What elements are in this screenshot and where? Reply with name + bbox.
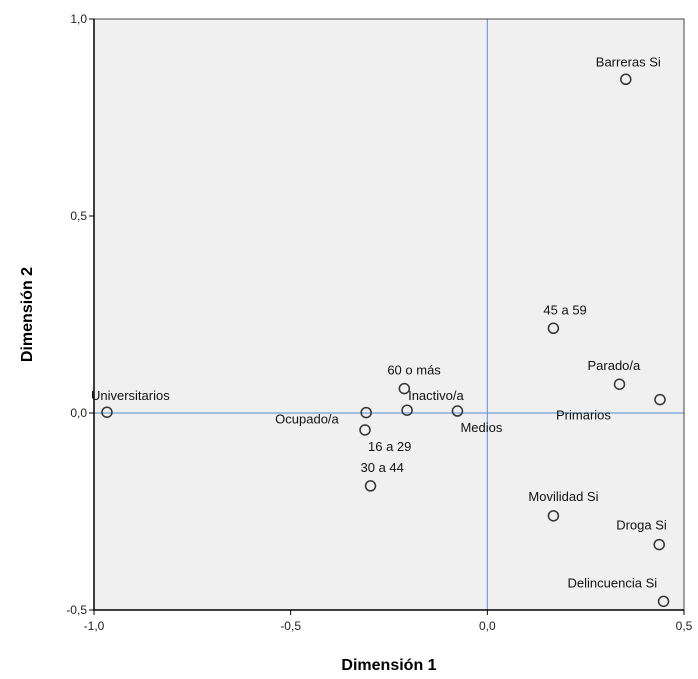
data-point-label: 45 a 59 bbox=[543, 302, 586, 317]
data-point-label: Primarios bbox=[556, 408, 611, 423]
data-point bbox=[620, 73, 632, 86]
y-tick-label: -0,5 bbox=[66, 603, 87, 617]
data-point-label: Medios bbox=[460, 420, 502, 435]
y-tick-label: 0,0 bbox=[70, 406, 87, 420]
data-point bbox=[451, 405, 464, 417]
data-point-label: Delincuencia Si bbox=[568, 575, 658, 590]
data-point-label: Movilidad Si bbox=[528, 489, 598, 504]
data-point bbox=[547, 322, 560, 335]
data-point bbox=[613, 378, 626, 390]
data-point-label: 30 a 44 bbox=[361, 460, 404, 475]
y-axis-title: Dimensión 2 bbox=[19, 267, 36, 362]
data-point bbox=[364, 480, 377, 492]
data-point bbox=[654, 393, 666, 406]
data-point bbox=[398, 382, 411, 395]
data-point bbox=[101, 406, 113, 418]
x-axis-title: Dimensión 1 bbox=[341, 657, 436, 674]
data-point bbox=[653, 538, 665, 551]
y-tick-label: 1,0 bbox=[70, 12, 87, 26]
x-tick-label: -1,0 bbox=[84, 619, 105, 633]
data-point-label: Inactivo/a bbox=[408, 388, 464, 403]
data-point-label: Droga Si bbox=[616, 518, 667, 533]
data-point-label: Barreras Si bbox=[596, 54, 661, 69]
x-tick-label: 0,0 bbox=[479, 619, 496, 633]
plot-area bbox=[94, 19, 684, 610]
x-tick-label: 0,5 bbox=[676, 619, 693, 633]
data-point-label: 16 a 29 bbox=[368, 439, 411, 454]
data-point-label: Parado/a bbox=[587, 358, 641, 373]
data-point-label: 60 o más bbox=[387, 363, 441, 378]
data-point bbox=[547, 510, 560, 522]
data-point-label: Universitarios bbox=[91, 388, 170, 403]
y-tick-label: 0,5 bbox=[70, 209, 87, 223]
data-point bbox=[359, 424, 371, 436]
data-point-label: Ocupado/a bbox=[275, 412, 339, 427]
data-point bbox=[360, 406, 372, 419]
x-tick-label: -0,5 bbox=[280, 619, 301, 633]
data-point bbox=[401, 404, 413, 416]
data-point bbox=[657, 595, 670, 608]
